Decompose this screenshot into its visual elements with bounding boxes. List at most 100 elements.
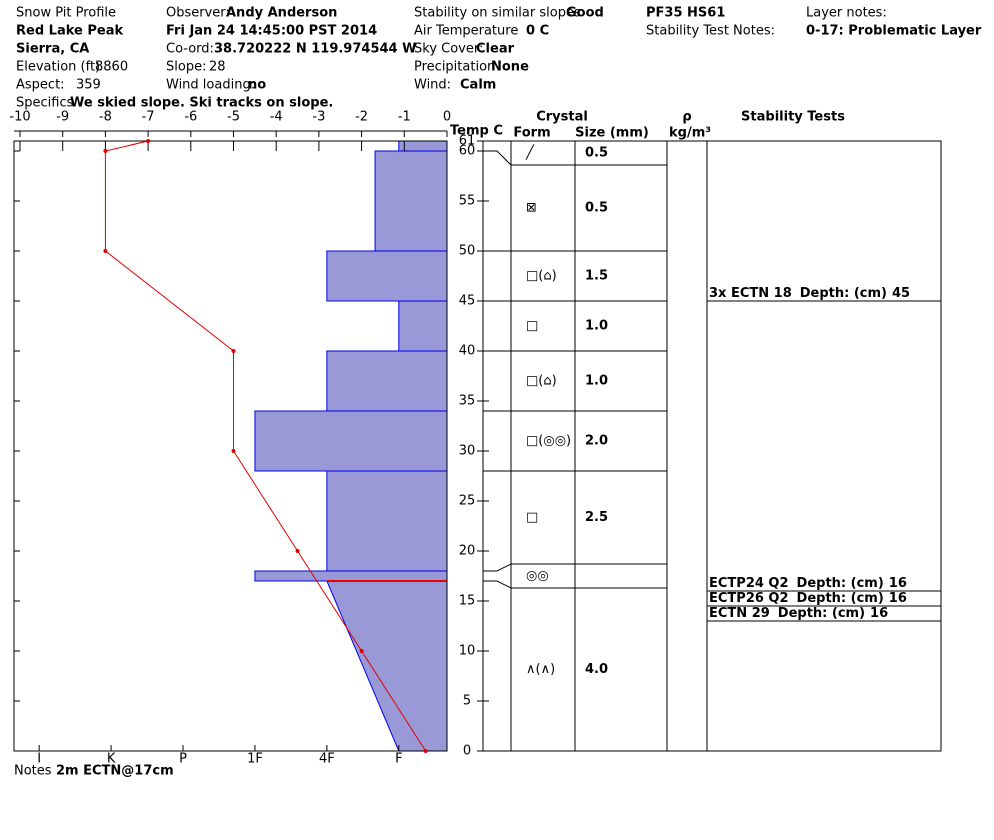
test-name: 3x ECTN 18 bbox=[709, 286, 792, 301]
value: 28 bbox=[209, 60, 226, 75]
crystal-size: 0.5 bbox=[585, 201, 608, 216]
x-tick-label: -2 bbox=[355, 110, 368, 125]
crystal-size: 1.0 bbox=[585, 374, 608, 389]
notes-label: Notes bbox=[14, 764, 52, 779]
depth-label: Depth: (cm) bbox=[778, 606, 865, 621]
hardness-layer bbox=[398, 140, 448, 152]
label: Aspect: bbox=[16, 78, 65, 93]
y-tick-label: 60 bbox=[459, 144, 476, 159]
test-depth: 45 bbox=[892, 286, 910, 301]
temperature-point bbox=[146, 139, 151, 143]
label: Stability on similar slopes bbox=[414, 6, 581, 21]
column-title: ρ bbox=[682, 110, 691, 125]
y-tick-label: 35 bbox=[459, 394, 476, 409]
y-tick-label: 0 bbox=[463, 744, 471, 759]
x-tick-label: 4F bbox=[319, 752, 335, 767]
stability-test: 3x ECTN 18 Depth: (cm) 45 bbox=[709, 286, 910, 301]
layer-table bbox=[482, 140, 942, 752]
hardness-layer bbox=[254, 410, 448, 472]
stability-test: ECTP26 Q2 Depth: (cm) 16 bbox=[709, 591, 907, 606]
y-tick-label: 20 bbox=[459, 544, 476, 559]
crystal-form: ∧(∧) bbox=[526, 662, 555, 677]
x-tick-label: F bbox=[395, 752, 402, 767]
hardness-layer bbox=[398, 300, 448, 352]
label: Specifics bbox=[16, 96, 74, 111]
stability-test: ECTP24 Q2 Depth: (cm) 16 bbox=[709, 576, 907, 591]
test-name: ECTP24 Q2 bbox=[709, 576, 789, 591]
x-tick-label: -8 bbox=[99, 110, 112, 125]
y-tick-label: 45 bbox=[459, 294, 476, 309]
y-tick-label: 55 bbox=[459, 194, 476, 209]
x-tick-label: -6 bbox=[184, 110, 197, 125]
test-name: ECTP26 Q2 bbox=[709, 591, 789, 606]
title: Snow Pit Profile bbox=[16, 6, 116, 21]
y-tick-label: 61 bbox=[459, 134, 476, 149]
x-tick-label: -7 bbox=[142, 110, 155, 125]
y-tick-label: 40 bbox=[459, 344, 476, 359]
temperature-point bbox=[231, 349, 236, 353]
label: Precipitation bbox=[414, 60, 495, 75]
axis-title: Temp C bbox=[450, 124, 503, 139]
column-title: Crystal bbox=[536, 110, 588, 125]
value: no bbox=[248, 78, 266, 93]
crystal-size: 1.0 bbox=[585, 319, 608, 334]
hardness-layer bbox=[326, 250, 448, 302]
layer-connector bbox=[483, 580, 512, 589]
crystal-size: 1.5 bbox=[585, 269, 608, 284]
y-tick-label: 50 bbox=[459, 244, 476, 259]
profile-frame bbox=[13, 140, 448, 752]
y-tick-label: 10 bbox=[459, 644, 476, 659]
column-title: Size (mm) bbox=[575, 126, 649, 141]
temperature-point bbox=[103, 149, 108, 153]
x-tick-label: -9 bbox=[56, 110, 69, 125]
column-title: kg/m³ bbox=[669, 126, 711, 141]
crystal-size: 2.0 bbox=[585, 434, 608, 449]
header: Snow Pit Profile Red Lake Peak Sierra, C… bbox=[16, 6, 982, 111]
test-name: ECTN 29 bbox=[709, 606, 770, 621]
crystal-form: □(◎◎) bbox=[526, 434, 571, 449]
crystal-form: ╱ bbox=[525, 144, 535, 161]
crystal-size: 0.5 bbox=[585, 146, 608, 161]
y-tick-label: 25 bbox=[459, 494, 476, 509]
temperature-line bbox=[104, 140, 427, 752]
hardness-layer bbox=[326, 580, 448, 752]
x-tick-label: -5 bbox=[227, 110, 240, 125]
temperature-point bbox=[103, 249, 108, 253]
region: Sierra, CA bbox=[16, 42, 89, 57]
layer-connector bbox=[483, 563, 512, 572]
crystal-form: □ bbox=[526, 319, 538, 334]
y-tick-label: 15 bbox=[459, 594, 476, 609]
pit-code: PF35 HS61 bbox=[646, 6, 725, 21]
x-tick-label: -4 bbox=[270, 110, 283, 125]
x-tick-label: -10 bbox=[9, 110, 30, 125]
value: 359 bbox=[76, 78, 101, 93]
stability-test: ECTN 29 Depth: (cm) 16 bbox=[709, 606, 888, 621]
x-tick-label: -1 bbox=[398, 110, 411, 125]
notes: 2m ECTN@17cm bbox=[56, 764, 174, 779]
label: Stability Test Notes: bbox=[646, 24, 775, 39]
value: Good bbox=[566, 6, 604, 21]
crystal-size: 2.5 bbox=[585, 510, 608, 525]
value: We skied slope. Ski tracks on slope. bbox=[70, 96, 333, 111]
label: Observer: bbox=[166, 6, 230, 21]
x-tick-label: P bbox=[179, 752, 187, 767]
label: Wind: bbox=[414, 78, 451, 93]
test-depth: 16 bbox=[889, 576, 907, 591]
column-title: Form bbox=[513, 126, 550, 141]
value: 0 C bbox=[526, 24, 549, 39]
test-depth: 16 bbox=[889, 591, 907, 606]
crystal-form: ⊠ bbox=[526, 201, 537, 216]
x-tick-label: K bbox=[107, 752, 116, 767]
y-tick-label: 5 bbox=[463, 694, 471, 709]
crystal-form: ◎◎ bbox=[526, 569, 549, 584]
layer-connector bbox=[483, 150, 512, 166]
x-tick-label: 1F bbox=[247, 752, 263, 767]
value: Fri Jan 24 14:45:00 PST 2014 bbox=[166, 24, 377, 39]
label: Elevation (ft) bbox=[16, 60, 100, 75]
crystal-size: 4.0 bbox=[585, 662, 608, 677]
depth-label: Depth: (cm) bbox=[800, 286, 887, 301]
hardness-layer bbox=[326, 350, 448, 412]
depth-label: Depth: (cm) bbox=[797, 576, 884, 591]
label: Wind loading: bbox=[166, 78, 255, 93]
